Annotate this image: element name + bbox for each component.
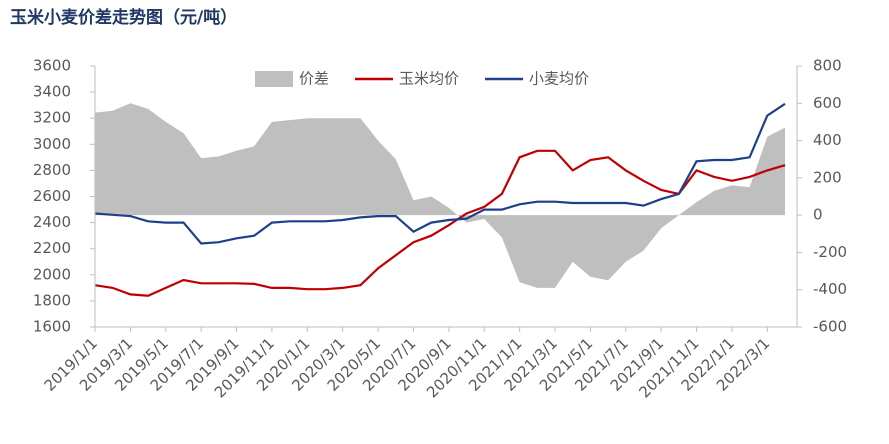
line <box>94 149 786 297</box>
chart-title: 玉米小麦价差走势图（元/吨） <box>10 7 237 28</box>
y-tick-label: 3600 <box>33 57 71 75</box>
y-tick-label: 2200 <box>33 239 71 257</box>
y2-tick-label: -600 <box>813 318 847 336</box>
y2-tick-label: 600 <box>813 94 842 112</box>
legend-label: 小麦均价 <box>529 70 589 88</box>
y2-tick-label: 800 <box>813 57 842 75</box>
y-tick-label: 3000 <box>33 135 71 153</box>
y2-tick-label: 200 <box>813 168 842 186</box>
y-tick-label: 2400 <box>33 213 71 231</box>
y-tick-label: 3400 <box>33 83 71 101</box>
legend-label: 玉米均价 <box>399 70 459 88</box>
y-tick-label: 1800 <box>33 291 71 309</box>
legend-label: 价差 <box>299 70 329 88</box>
y-tick-label: 1600 <box>33 318 71 336</box>
y-tick-label: 2000 <box>33 265 71 283</box>
legend-swatch <box>255 71 293 87</box>
y-tick-label: 2800 <box>33 161 71 179</box>
y2-tick-label: 0 <box>813 206 823 224</box>
y-tick-label: 2600 <box>33 187 71 205</box>
y2-tick-label: -200 <box>813 243 847 261</box>
y2-tick-label: -400 <box>813 280 847 298</box>
y-tick-label: 3200 <box>33 109 71 127</box>
area <box>95 103 785 288</box>
y2-tick-label: 400 <box>813 131 842 149</box>
line <box>94 102 786 245</box>
